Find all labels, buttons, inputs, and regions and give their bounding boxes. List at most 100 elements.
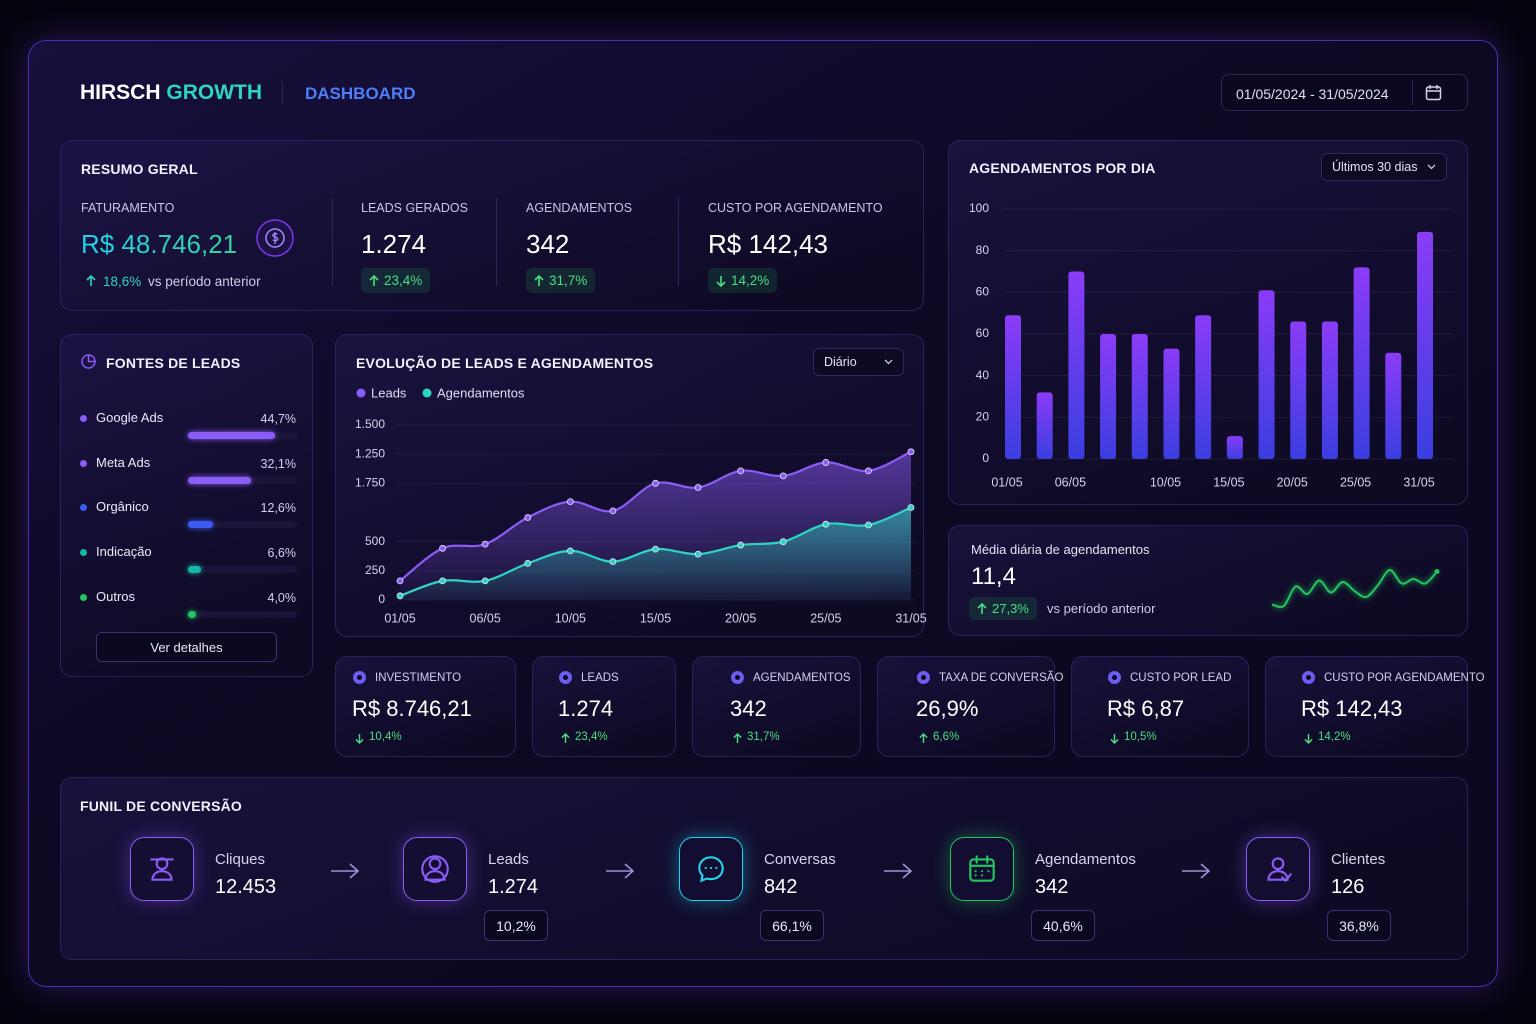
- source-dot: [80, 504, 87, 512]
- icon-part: [735, 675, 740, 680]
- stage-label: Clientes: [1331, 851, 1386, 868]
- bar: [1321, 321, 1338, 459]
- change-pill: 14,2%: [708, 268, 778, 293]
- icon-part: [919, 732, 928, 743]
- y-tick-label: 1.500: [355, 417, 385, 431]
- bar-chart: 0 20 40 60 60 80 100 01/05 06/05 10/05 15/05 20/05 2…: [969, 201, 1453, 489]
- change-note: vs período anterior: [1047, 601, 1156, 616]
- icon-part: [357, 675, 362, 680]
- x-tick-label: 25/05: [810, 611, 841, 625]
- data-point: [907, 504, 915, 511]
- up-arrow: [977, 602, 987, 614]
- kpi-value: R$ 6,87: [1107, 696, 1185, 721]
- y-tick-label: 0: [378, 592, 385, 606]
- kpi-arrow: [561, 731, 570, 749]
- stage-icon: [130, 837, 194, 901]
- icon-part: [733, 732, 742, 743]
- source-bar: [188, 566, 201, 574]
- details-button[interactable]: Ver detalhes: [96, 632, 277, 662]
- data-point: [396, 577, 404, 585]
- card-title: FONTES DE LEADS: [106, 355, 241, 371]
- metric-change: 31,7%: [549, 273, 588, 288]
- source-value: 44,7%: [260, 412, 296, 426]
- stage-label: Cliques: [215, 851, 266, 868]
- funnel-arrow: [605, 861, 635, 886]
- x-tick-label: 10/05: [555, 611, 586, 625]
- metric-change: 23,4%: [384, 273, 423, 288]
- icon-part: [1182, 863, 1211, 879]
- up-arrow: [86, 274, 96, 286]
- bar: [1100, 334, 1117, 459]
- icon-part: [1267, 857, 1292, 883]
- legend-label: Agendamentos: [437, 385, 525, 400]
- period-dropdown[interactable]: Últimos 30 dias: [1321, 153, 1447, 181]
- x-tick-label: 31/05: [1403, 475, 1434, 489]
- stage-icon: [1246, 837, 1310, 901]
- kpi-card: [692, 656, 861, 757]
- icon-part: [917, 671, 930, 684]
- kpi-label: LEADS: [581, 672, 619, 684]
- data-point: [524, 559, 532, 567]
- metric-label: FATURAMENTO: [81, 201, 175, 215]
- kpi-icon: [1301, 670, 1316, 690]
- dropdown-text[interactable]: Diário: [824, 355, 857, 369]
- source-name: Orgânico: [96, 499, 149, 515]
- funnel-arrow: [883, 861, 913, 886]
- stage-value: 342: [1035, 876, 1069, 898]
- bar-track: [188, 566, 297, 574]
- metric-label: AGENDAMENTOS: [526, 201, 633, 215]
- source-value: 4,0%: [267, 590, 297, 605]
- lead-sources-card: [60, 334, 313, 677]
- kpi-card: [532, 656, 676, 757]
- icon-part: [716, 275, 726, 287]
- icon-part: [421, 855, 449, 883]
- kpi-icon: [730, 670, 745, 690]
- data-point: [609, 558, 617, 566]
- icon-part: [355, 734, 364, 745]
- icon-part: [563, 675, 568, 680]
- brand-accent: GROWTH: [166, 81, 263, 104]
- divider: [678, 198, 679, 286]
- sparkline-end: [1434, 569, 1440, 574]
- brand: HIRSCH GROWTH: [80, 81, 262, 105]
- date-range[interactable]: 01/05/2024 - 31/05/2024: [1236, 86, 1389, 102]
- x-tick-label: 01/05: [991, 475, 1022, 489]
- data-point: [737, 541, 745, 549]
- stage-rate: 36,8%: [1327, 910, 1391, 941]
- kpi-icon: [558, 670, 573, 690]
- y-tick-label: 20: [976, 410, 990, 424]
- metric-label: LEADS GERADOS: [361, 201, 468, 215]
- granularity-dropdown[interactable]: Diário: [813, 348, 904, 376]
- brand-name: HIRSCH: [80, 81, 161, 104]
- source-name: Indicação: [96, 544, 152, 560]
- dropdown-text[interactable]: Últimos 30 dias: [1332, 160, 1418, 174]
- icon-part: [921, 675, 926, 680]
- icon-part: [272, 232, 279, 244]
- calendar-icon[interactable]: [1425, 84, 1442, 101]
- icon-part: [1110, 734, 1119, 745]
- kpi-icon: [352, 670, 367, 690]
- change-note: vs período anterior: [148, 274, 261, 289]
- kpi-change: 23,4%: [575, 731, 608, 743]
- source-dot: [80, 415, 87, 422]
- metric-label: CUSTO POR AGENDAMENTO: [708, 201, 883, 215]
- icon-part: [698, 856, 724, 883]
- data-point: [865, 521, 872, 529]
- pie-icon: [81, 354, 96, 369]
- kpi-value: R$ 142,43: [1301, 696, 1403, 721]
- icon-part: [331, 863, 360, 879]
- source-value: 32,1%: [260, 456, 296, 471]
- stage-value: 842: [764, 876, 798, 898]
- kpi-label: AGENDAMENTOS: [753, 672, 851, 684]
- icon-part: [1425, 86, 1442, 101]
- icon-part: [353, 671, 366, 684]
- bar-track: [188, 610, 297, 618]
- card-title: RESUMO GERAL: [81, 161, 198, 177]
- y-tick-label: 250: [365, 563, 385, 577]
- down-arrow: [716, 275, 726, 287]
- y-tick-label: 1.250: [355, 446, 385, 460]
- icon-part: [731, 671, 744, 684]
- x-tick-label: 06/05: [470, 611, 501, 625]
- kpi-change: 14,2%: [1318, 731, 1351, 743]
- stage-rate: 40,6%: [1031, 910, 1095, 941]
